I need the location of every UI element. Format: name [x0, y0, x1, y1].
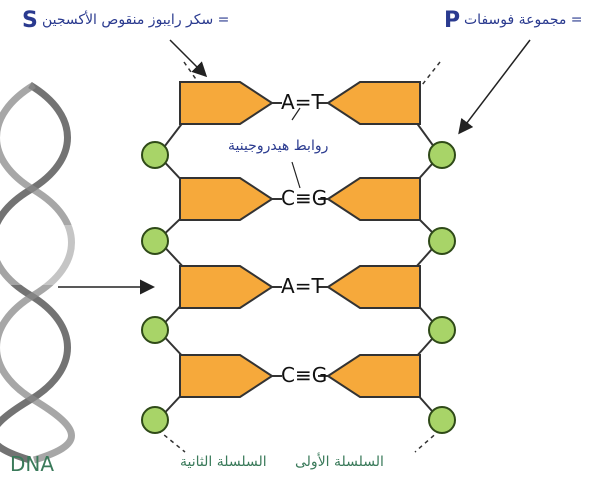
base-right: G: [311, 186, 328, 210]
sugar-shape: [326, 354, 421, 398]
hydrogen-bond-pointer: [291, 107, 301, 121]
base-left: A: [281, 90, 295, 114]
sugar-group: [179, 81, 421, 398]
sugar-symbol: S: [22, 8, 38, 33]
phosphate-symbol: P: [444, 8, 461, 33]
bond-symbol: =: [294, 274, 312, 298]
phosphate-circle: [141, 406, 169, 434]
dna-label: DNA: [10, 452, 55, 476]
base-right: G: [311, 363, 328, 387]
base-right: T: [311, 90, 324, 114]
sugar-shape: [179, 265, 274, 309]
strand-two-label: السلسلة الثانية: [180, 454, 267, 470]
hydrogen-bond-pointer: [291, 161, 301, 189]
sugar-label: سكر رايبوز منقوص الأكسجين =: [42, 12, 230, 28]
hydrogen-bonds-label: روابط هيدروجينية: [228, 138, 329, 154]
phosphate-circle: [428, 406, 456, 434]
sugar-shape: [179, 354, 274, 398]
sugar-pointer-arrow: [169, 39, 208, 78]
phosphate-label: مجموعة فوسفات =: [464, 12, 583, 28]
sugar-shape: [179, 81, 274, 125]
phosphate-circle: [428, 316, 456, 344]
sugar-shape: [326, 177, 421, 221]
base-left: A: [281, 274, 295, 298]
phosphate-circle: [428, 141, 456, 169]
phosphate-circle: [141, 141, 169, 169]
base-pair-row: A=T: [281, 274, 324, 298]
phosphate-pointer-arrow: [458, 39, 531, 135]
phosphate-circle: [428, 227, 456, 255]
phosphate-group: [141, 141, 456, 434]
sugar-shape: [326, 265, 421, 309]
base-pair-row: C≡G: [281, 186, 327, 210]
dna-helix-icon: [0, 81, 80, 464]
base-left: C: [281, 186, 295, 210]
bond-symbol: ≡: [294, 186, 312, 210]
base-right: T: [311, 274, 324, 298]
bond-symbol: =: [294, 90, 312, 114]
strand-one-label: السلسلة الأولى: [295, 454, 384, 470]
base-pair-row: A=T: [281, 90, 324, 114]
base-pair-row: C≡G: [281, 363, 327, 387]
bond-symbol: ≡: [294, 363, 312, 387]
sugar-shape: [326, 81, 421, 125]
phosphate-circle: [141, 227, 169, 255]
phosphate-circle: [141, 316, 169, 344]
base-connectors: [272, 102, 328, 377]
sugar-shape: [179, 177, 274, 221]
base-left: C: [281, 363, 295, 387]
